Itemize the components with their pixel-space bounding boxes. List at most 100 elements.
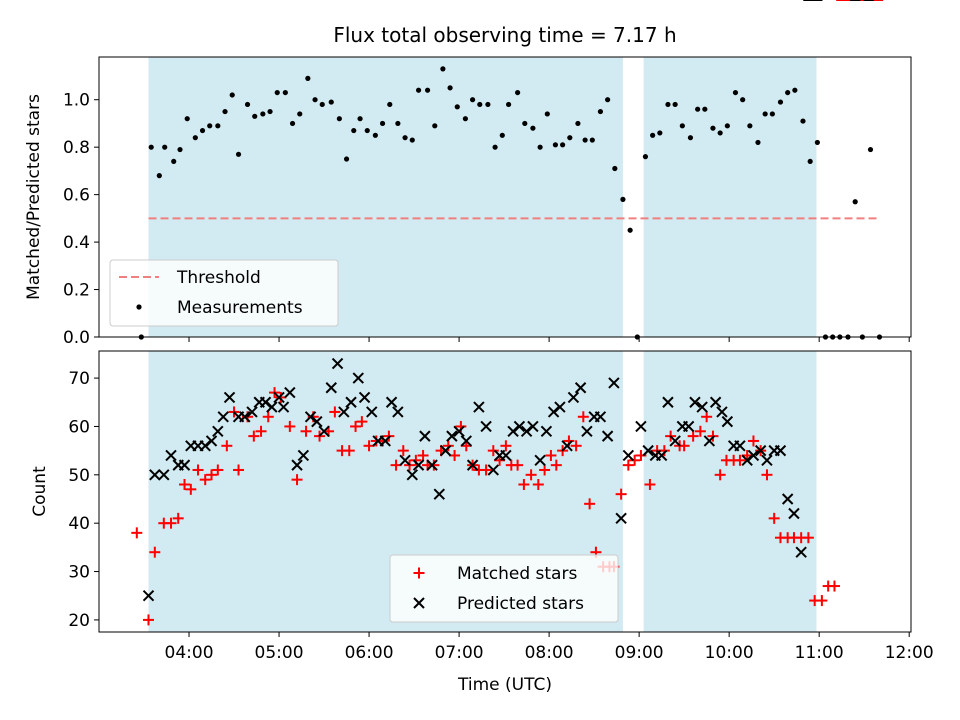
matched-star-point bbox=[532, 478, 544, 490]
x-stroke-b bbox=[608, 377, 620, 389]
predicted-star-point bbox=[297, 449, 310, 462]
predicted-star-point bbox=[426, 459, 438, 471]
x-stroke-b bbox=[655, 449, 668, 462]
predicted-star-point bbox=[345, 396, 357, 408]
x-stroke-b bbox=[239, 411, 251, 423]
predicted-star-point bbox=[284, 386, 296, 399]
predicted-star-point bbox=[795, 546, 807, 558]
measurement-point bbox=[710, 125, 716, 131]
predicted-star-point bbox=[239, 411, 251, 423]
legend-predicted-label: Predicted stars bbox=[457, 594, 584, 614]
predicted-star-point bbox=[419, 430, 431, 442]
bottom-legend: Matched stars Predicted stars bbox=[389, 554, 619, 623]
matched-star-point bbox=[343, 445, 355, 457]
measurement-point bbox=[814, 139, 820, 146]
x-stroke-b bbox=[277, 401, 290, 413]
x-stroke-b bbox=[567, 391, 580, 404]
matched-star-point bbox=[131, 527, 143, 539]
matched-star-point bbox=[449, 449, 461, 461]
matched-star-point bbox=[816, 595, 828, 607]
measurement-point bbox=[244, 101, 251, 108]
x-stroke-b bbox=[774, 444, 787, 457]
measurement-point bbox=[499, 132, 505, 138]
predicted-star-point bbox=[601, 430, 614, 442]
predicted-star-point bbox=[507, 425, 519, 437]
matched-star-point bbox=[545, 449, 557, 461]
x-stroke-b bbox=[480, 420, 492, 433]
measurement-point bbox=[252, 113, 258, 119]
x-stroke-b bbox=[741, 454, 753, 467]
measurement-point bbox=[575, 120, 581, 127]
x-stroke-b bbox=[513, 420, 526, 433]
x-stroke-b bbox=[642, 444, 654, 457]
x-stroke-b bbox=[594, 411, 607, 423]
predicted-star-point bbox=[689, 396, 701, 408]
top-observing-window-2 bbox=[643, 57, 817, 337]
predicted-star-point bbox=[385, 396, 398, 408]
predicted-star-point bbox=[273, 391, 285, 404]
measurement-point bbox=[222, 108, 228, 115]
matched-star-point bbox=[658, 445, 670, 457]
x-stroke-b bbox=[212, 425, 224, 437]
measurement-point bbox=[440, 66, 446, 72]
predicted-star-point bbox=[547, 406, 560, 418]
measurement-point bbox=[343, 156, 350, 162]
measurement-point bbox=[282, 89, 288, 96]
predicted-star-point bbox=[406, 469, 418, 481]
predicted-star-point bbox=[669, 435, 681, 447]
legend-threshold-label: Threshold bbox=[176, 268, 261, 288]
predicted-star-point bbox=[594, 411, 607, 423]
predicted-star-point bbox=[527, 420, 539, 433]
predicted-star-point bbox=[325, 382, 337, 394]
matched-star-point bbox=[206, 469, 218, 481]
predicted-star-point bbox=[199, 440, 211, 452]
measurement-point bbox=[672, 101, 678, 108]
measurement-point bbox=[665, 101, 671, 108]
measurement-point bbox=[785, 89, 791, 96]
matched-star-point bbox=[714, 469, 726, 481]
predicted-star-point bbox=[642, 444, 654, 457]
matched-star-point bbox=[487, 445, 499, 457]
x-stroke-b bbox=[331, 357, 344, 370]
matched-star-point bbox=[179, 478, 191, 490]
predicted-star-point bbox=[433, 488, 445, 500]
predicted-star-point bbox=[781, 493, 794, 505]
predicted-star-point bbox=[352, 372, 364, 384]
measurement-point bbox=[589, 137, 595, 143]
predicted-star-point bbox=[754, 444, 767, 457]
measurement-point bbox=[620, 196, 626, 202]
predicted-star-point bbox=[561, 440, 573, 452]
x-stroke-b bbox=[788, 507, 800, 520]
predicted-star-point bbox=[473, 401, 485, 413]
matched-star-point bbox=[570, 440, 582, 452]
measurement-point bbox=[755, 139, 761, 146]
measurement-point bbox=[469, 97, 476, 103]
bottom-y-axis-label: Count bbox=[30, 466, 50, 517]
x-stroke-b bbox=[311, 415, 323, 428]
x-stroke-b bbox=[747, 449, 760, 462]
x-stroke-b bbox=[178, 459, 191, 471]
measurement-point bbox=[867, 146, 874, 153]
x-stroke-b bbox=[297, 449, 310, 462]
predicted-star-point bbox=[149, 469, 161, 481]
x-stroke-b bbox=[453, 425, 465, 437]
matched-star-point bbox=[248, 430, 260, 442]
top-y-axis-label: Matched/Predicted stars bbox=[24, 94, 44, 300]
measurement-point bbox=[215, 123, 221, 129]
measurement-point bbox=[319, 101, 325, 108]
matched-star-point bbox=[172, 512, 184, 524]
x-stroke-b bbox=[669, 435, 681, 447]
matched-star-point bbox=[390, 459, 402, 471]
x-stroke-b bbox=[574, 382, 587, 394]
predicted-star-point bbox=[291, 459, 303, 471]
x-stroke-b bbox=[460, 435, 472, 447]
predicted-star-point bbox=[266, 401, 278, 413]
matched-star-point bbox=[410, 454, 422, 466]
matched-star-point bbox=[363, 440, 375, 452]
measurement-point bbox=[537, 144, 543, 150]
x-stroke-b bbox=[761, 454, 773, 467]
x-stroke-b bbox=[781, 493, 794, 505]
bottom-observing-window-2 bbox=[643, 351, 817, 632]
matched-star-point bbox=[761, 469, 773, 481]
predicted-star-point bbox=[259, 396, 272, 408]
